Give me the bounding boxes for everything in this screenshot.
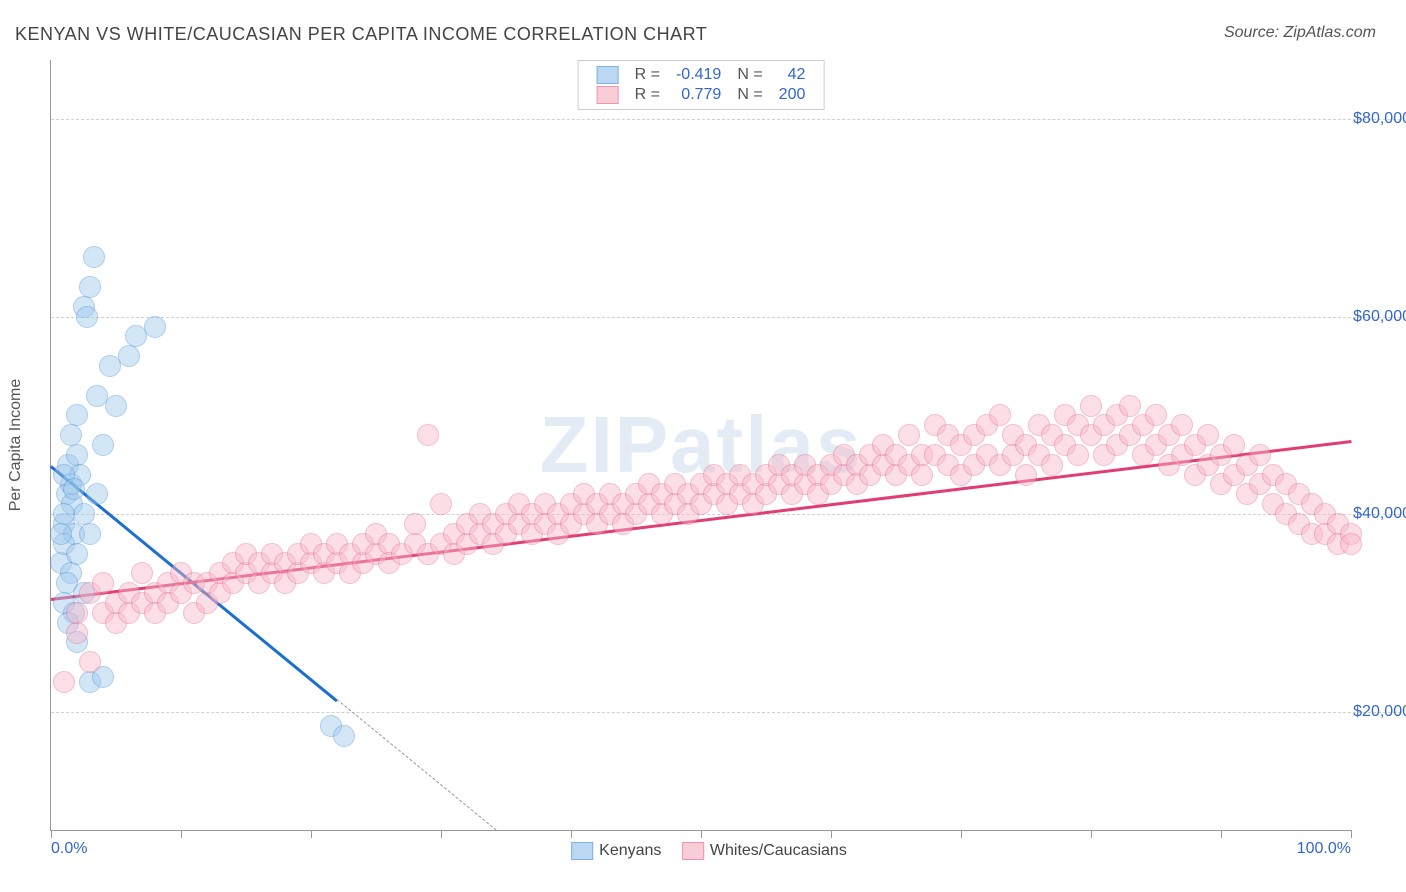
trend-line xyxy=(337,699,497,830)
data-point xyxy=(79,651,101,673)
data-point xyxy=(50,523,72,545)
data-point xyxy=(1171,414,1193,436)
data-point xyxy=(911,464,933,486)
data-point xyxy=(73,503,95,525)
y-tick-label: $40,000 xyxy=(1353,505,1406,523)
data-point xyxy=(417,424,439,446)
source-label: Source: ZipAtlas.com xyxy=(1224,24,1376,42)
x-max-label: 100.0% xyxy=(1297,840,1351,858)
data-point xyxy=(92,434,114,456)
data-point xyxy=(66,602,88,624)
data-point xyxy=(66,543,88,565)
data-point xyxy=(1067,444,1089,466)
data-point xyxy=(1015,464,1037,486)
stats-legend: R =-0.419 N =42 R =0.779 N =200 xyxy=(578,60,825,110)
data-point xyxy=(333,725,355,747)
y-axis-title: Per Capita Income xyxy=(7,379,25,512)
data-point xyxy=(76,306,98,328)
data-point xyxy=(63,478,85,500)
data-point xyxy=(66,404,88,426)
data-point xyxy=(1249,444,1271,466)
data-point xyxy=(83,246,105,268)
data-point xyxy=(86,483,108,505)
data-point xyxy=(1119,395,1141,417)
data-point xyxy=(53,671,75,693)
data-point xyxy=(989,404,1011,426)
data-point xyxy=(86,385,108,407)
data-point xyxy=(131,562,153,584)
data-point xyxy=(99,355,121,377)
data-point xyxy=(79,276,101,298)
data-point xyxy=(118,345,140,367)
data-point xyxy=(125,325,147,347)
data-point xyxy=(66,622,88,644)
y-tick-label: $20,000 xyxy=(1353,703,1406,721)
data-point xyxy=(1223,434,1245,456)
data-point xyxy=(1145,404,1167,426)
data-point xyxy=(144,316,166,338)
data-point xyxy=(53,503,75,525)
x-min-label: 0.0% xyxy=(51,840,87,858)
chart-title: KENYAN VS WHITE/CAUCASIAN PER CAPITA INC… xyxy=(15,24,707,45)
data-point xyxy=(1340,533,1362,555)
plot-area: ZIPatlas Per Capita Income 0.0% 100.0% R… xyxy=(50,60,1351,831)
data-point xyxy=(1080,395,1102,417)
y-tick-label: $80,000 xyxy=(1353,110,1406,128)
data-point xyxy=(60,424,82,446)
data-point xyxy=(404,513,426,535)
data-point xyxy=(430,493,452,515)
data-point xyxy=(79,523,101,545)
category-legend: Kenyans Whites/Caucasians xyxy=(555,842,847,860)
data-point xyxy=(1197,424,1219,446)
data-point xyxy=(1041,454,1063,476)
data-point xyxy=(66,444,88,466)
data-point xyxy=(105,395,127,417)
data-point xyxy=(898,424,920,446)
y-tick-label: $60,000 xyxy=(1353,308,1406,326)
data-point xyxy=(92,572,114,594)
